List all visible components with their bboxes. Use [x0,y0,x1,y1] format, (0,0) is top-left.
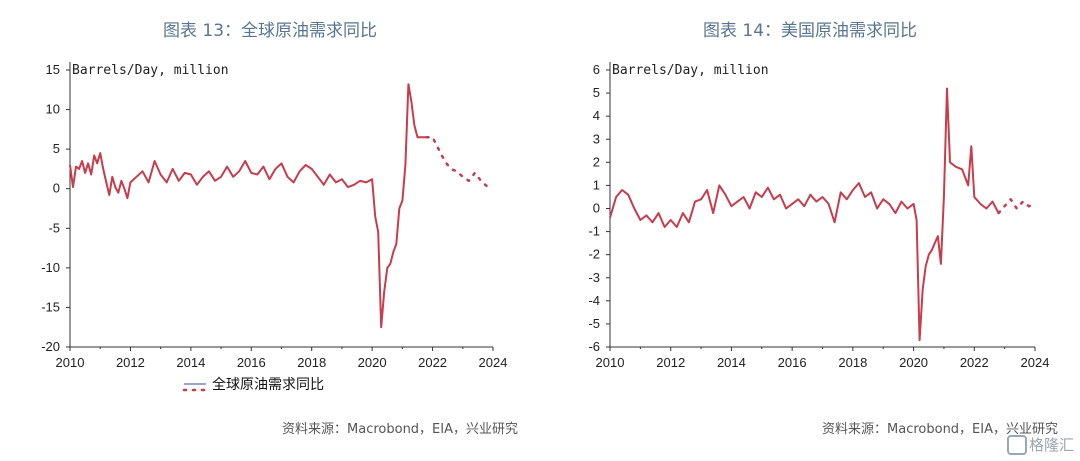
x-tick-label: 2020 [899,355,928,370]
x-tick-label: 2010 [56,355,85,370]
x-tick-label: 2018 [838,355,867,370]
unit-label: Barrels/Day, million [612,63,769,78]
figure-title: 图表 13：全球原油需求同比 [162,21,378,41]
y-tick-label: -5 [48,220,60,235]
x-tick-label: 2014 [176,355,205,370]
figure-title: 图表 14：美国原油需求同比 [702,21,918,41]
y-tick-label: 6 [593,62,600,77]
x-tick-label: 2022 [960,355,989,370]
y-tick-label: -2 [588,247,600,262]
x-tick-label: 2020 [358,355,387,370]
watermark-logo-icon [1006,435,1027,455]
y-tick-label: 1 [593,177,600,192]
y-tick-label: -5 [588,316,600,331]
source-note: 资料来源：Macrobond，EIA，兴业研究 [282,422,518,437]
y-tick-label: -10 [41,260,60,275]
y-tick-label: -1 [588,224,600,239]
watermark: 格隆汇 [1006,434,1074,455]
y-tick-label: 5 [53,141,60,156]
series-actual-line [69,83,427,329]
y-tick-label: 4 [593,108,600,123]
x-tick-label: 2012 [116,355,145,370]
y-tick-label: 15 [46,62,60,77]
chart-panel-global: 图表 13：全球原油需求同比 15 10 5 0 -5 -10 -15 -20 2010 2012… [41,21,518,437]
x-tick-label: 2018 [297,355,326,370]
y-tick-label: 0 [53,181,60,196]
legend-label: 全球原油需求同比 [212,376,324,393]
x-tick-label: 2022 [418,355,447,370]
series-forecast-line [425,136,495,188]
y-tick-label: 3 [593,131,600,146]
y-tick-label: -20 [41,339,60,354]
chart-panel-us: 图表 14：美国原油需求同比 6 5 4 3 2 1 0 -1 -2 -3 -4 -5 -6 2010 20… [540,0,1080,461]
y-tick-label: 10 [46,102,60,117]
y-tick-label: 5 [593,85,600,100]
y-tick-label: -15 [41,299,60,314]
x-tick-label: 2010 [596,355,625,370]
x-tick-label: 2014 [717,355,746,370]
x-tick-label: 2024 [479,355,508,370]
x-tick-label: 2016 [237,355,266,370]
x-tick-label: 2012 [656,355,685,370]
unit-label: Barrels/Day, million [72,63,229,78]
source-note: 资料来源：Macrobond，EIA，兴业研究 [822,422,1058,437]
y-tick-label: -4 [588,293,600,308]
y-tick-label: 2 [593,154,600,169]
series-actual-line [609,87,1000,342]
y-tick-label: -3 [588,270,600,285]
series-forecast-line [997,198,1037,215]
x-tick-label: 2024 [1021,355,1050,370]
y-tick-label: 0 [593,201,600,216]
y-tick-label: -6 [588,339,600,354]
x-tick-label: 2016 [778,355,807,370]
watermark-text: 格隆汇 [1028,435,1074,454]
